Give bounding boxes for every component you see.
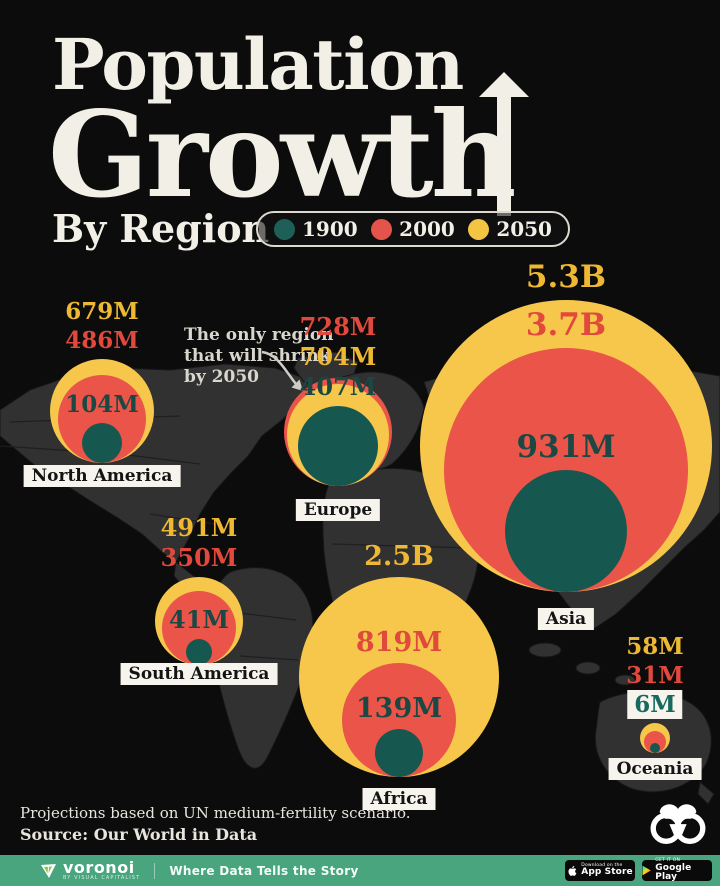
value-2050: 679M bbox=[65, 298, 139, 325]
bubble-1900 bbox=[375, 729, 423, 777]
bubble-2000 bbox=[644, 731, 666, 753]
annotation-line: that will shrink bbox=[184, 346, 331, 366]
brand-block: voronoi BY VISUAL CAPITALIST bbox=[63, 857, 141, 881]
value-2000: 819M bbox=[355, 627, 443, 658]
region-label: Africa bbox=[362, 788, 436, 810]
annotation-line: The only region bbox=[184, 325, 334, 345]
region-label: South America bbox=[120, 663, 278, 685]
apple-icon bbox=[568, 865, 577, 876]
voronoi-logo-icon bbox=[41, 864, 56, 878]
google-play-badge[interactable]: GET IT ON Google Play bbox=[642, 858, 712, 882]
google-play-icon bbox=[642, 865, 651, 876]
region-label: Oceania bbox=[608, 758, 702, 780]
annotation-arrow-icon bbox=[261, 350, 303, 391]
badge-line1: Download on the bbox=[581, 862, 623, 868]
legend-dot-1900 bbox=[274, 218, 295, 240]
value-2050: 5.3B bbox=[525, 259, 607, 295]
subtitle: By Region bbox=[52, 206, 270, 251]
value-2050: 491M bbox=[160, 513, 238, 542]
tagline: Where Data Tells the Story bbox=[169, 863, 359, 878]
value-1900: 6M bbox=[627, 690, 683, 719]
bubble-1900 bbox=[505, 470, 627, 592]
value-2000: 31M bbox=[626, 662, 684, 689]
map-island bbox=[614, 674, 636, 686]
value-2000: 3.7B bbox=[525, 307, 607, 343]
methodology-note: Projections based on UN medium-fertility… bbox=[20, 804, 411, 822]
region-label: Europe bbox=[295, 499, 381, 521]
footer-bar: voronoi BY VISUAL CAPITALIST Where Data … bbox=[0, 855, 720, 886]
growth-up-arrow-icon bbox=[479, 72, 529, 216]
region-label: North America bbox=[23, 465, 181, 487]
app-store-badge[interactable]: Download on the App Store bbox=[565, 860, 635, 881]
map-new-zealand bbox=[697, 781, 715, 805]
legend: 1900 2000 2050 bbox=[256, 211, 570, 247]
legend-year-label: 1900 bbox=[302, 217, 358, 241]
value-2050: 2.5B bbox=[364, 541, 434, 572]
map-island bbox=[575, 661, 601, 675]
value-1900: 104M bbox=[65, 391, 139, 418]
value-1900: 407M bbox=[299, 372, 377, 401]
divider bbox=[154, 862, 156, 879]
badge-line2: App Store bbox=[581, 867, 633, 878]
annotation: The only region that will shrink by 2050 bbox=[184, 325, 334, 388]
map-island bbox=[528, 642, 562, 658]
legend-dot-2000 bbox=[371, 218, 393, 240]
value-2000: 486M bbox=[65, 327, 139, 354]
bubble-1900 bbox=[82, 423, 122, 463]
value-1900: 931M bbox=[516, 429, 616, 465]
value-2050: 704M bbox=[299, 342, 377, 371]
title-line2: Growth bbox=[48, 85, 517, 224]
value-2000: 350M bbox=[160, 543, 238, 572]
store-badges: Download on the App Store GET IT ON Goog… bbox=[565, 858, 712, 882]
badge-line1: GET IT ON bbox=[655, 858, 681, 864]
badge-line2: Google Play bbox=[655, 862, 692, 882]
legend-dot-2050 bbox=[468, 218, 490, 240]
annotation-line: by 2050 bbox=[184, 367, 259, 387]
legend-item-2000: 2000 bbox=[371, 217, 455, 241]
source-note: Source: Our World in Data bbox=[20, 825, 258, 844]
value-2050: 58M bbox=[626, 633, 684, 660]
bubble-1900 bbox=[650, 743, 660, 753]
value-2000: 728M bbox=[299, 312, 377, 341]
voronoi-mark-icon bbox=[650, 804, 706, 845]
region-label: Asia bbox=[537, 608, 595, 630]
bubble-1900 bbox=[298, 406, 378, 486]
brand-byline: BY VISUAL CAPITALIST bbox=[63, 874, 141, 881]
brand-wordmark: voronoi bbox=[63, 857, 135, 877]
title-line1: Population bbox=[52, 23, 464, 106]
value-1900: 139M bbox=[355, 693, 443, 724]
value-1900: 41M bbox=[169, 605, 229, 634]
bubble-1900 bbox=[186, 639, 212, 665]
legend-item-2050: 2050 bbox=[468, 217, 552, 241]
legend-item-1900: 1900 bbox=[274, 217, 358, 241]
legend-year-label: 2050 bbox=[496, 217, 552, 241]
legend-year-label: 2000 bbox=[399, 217, 455, 241]
credits: Projections based on UN medium-fertility… bbox=[20, 802, 411, 846]
